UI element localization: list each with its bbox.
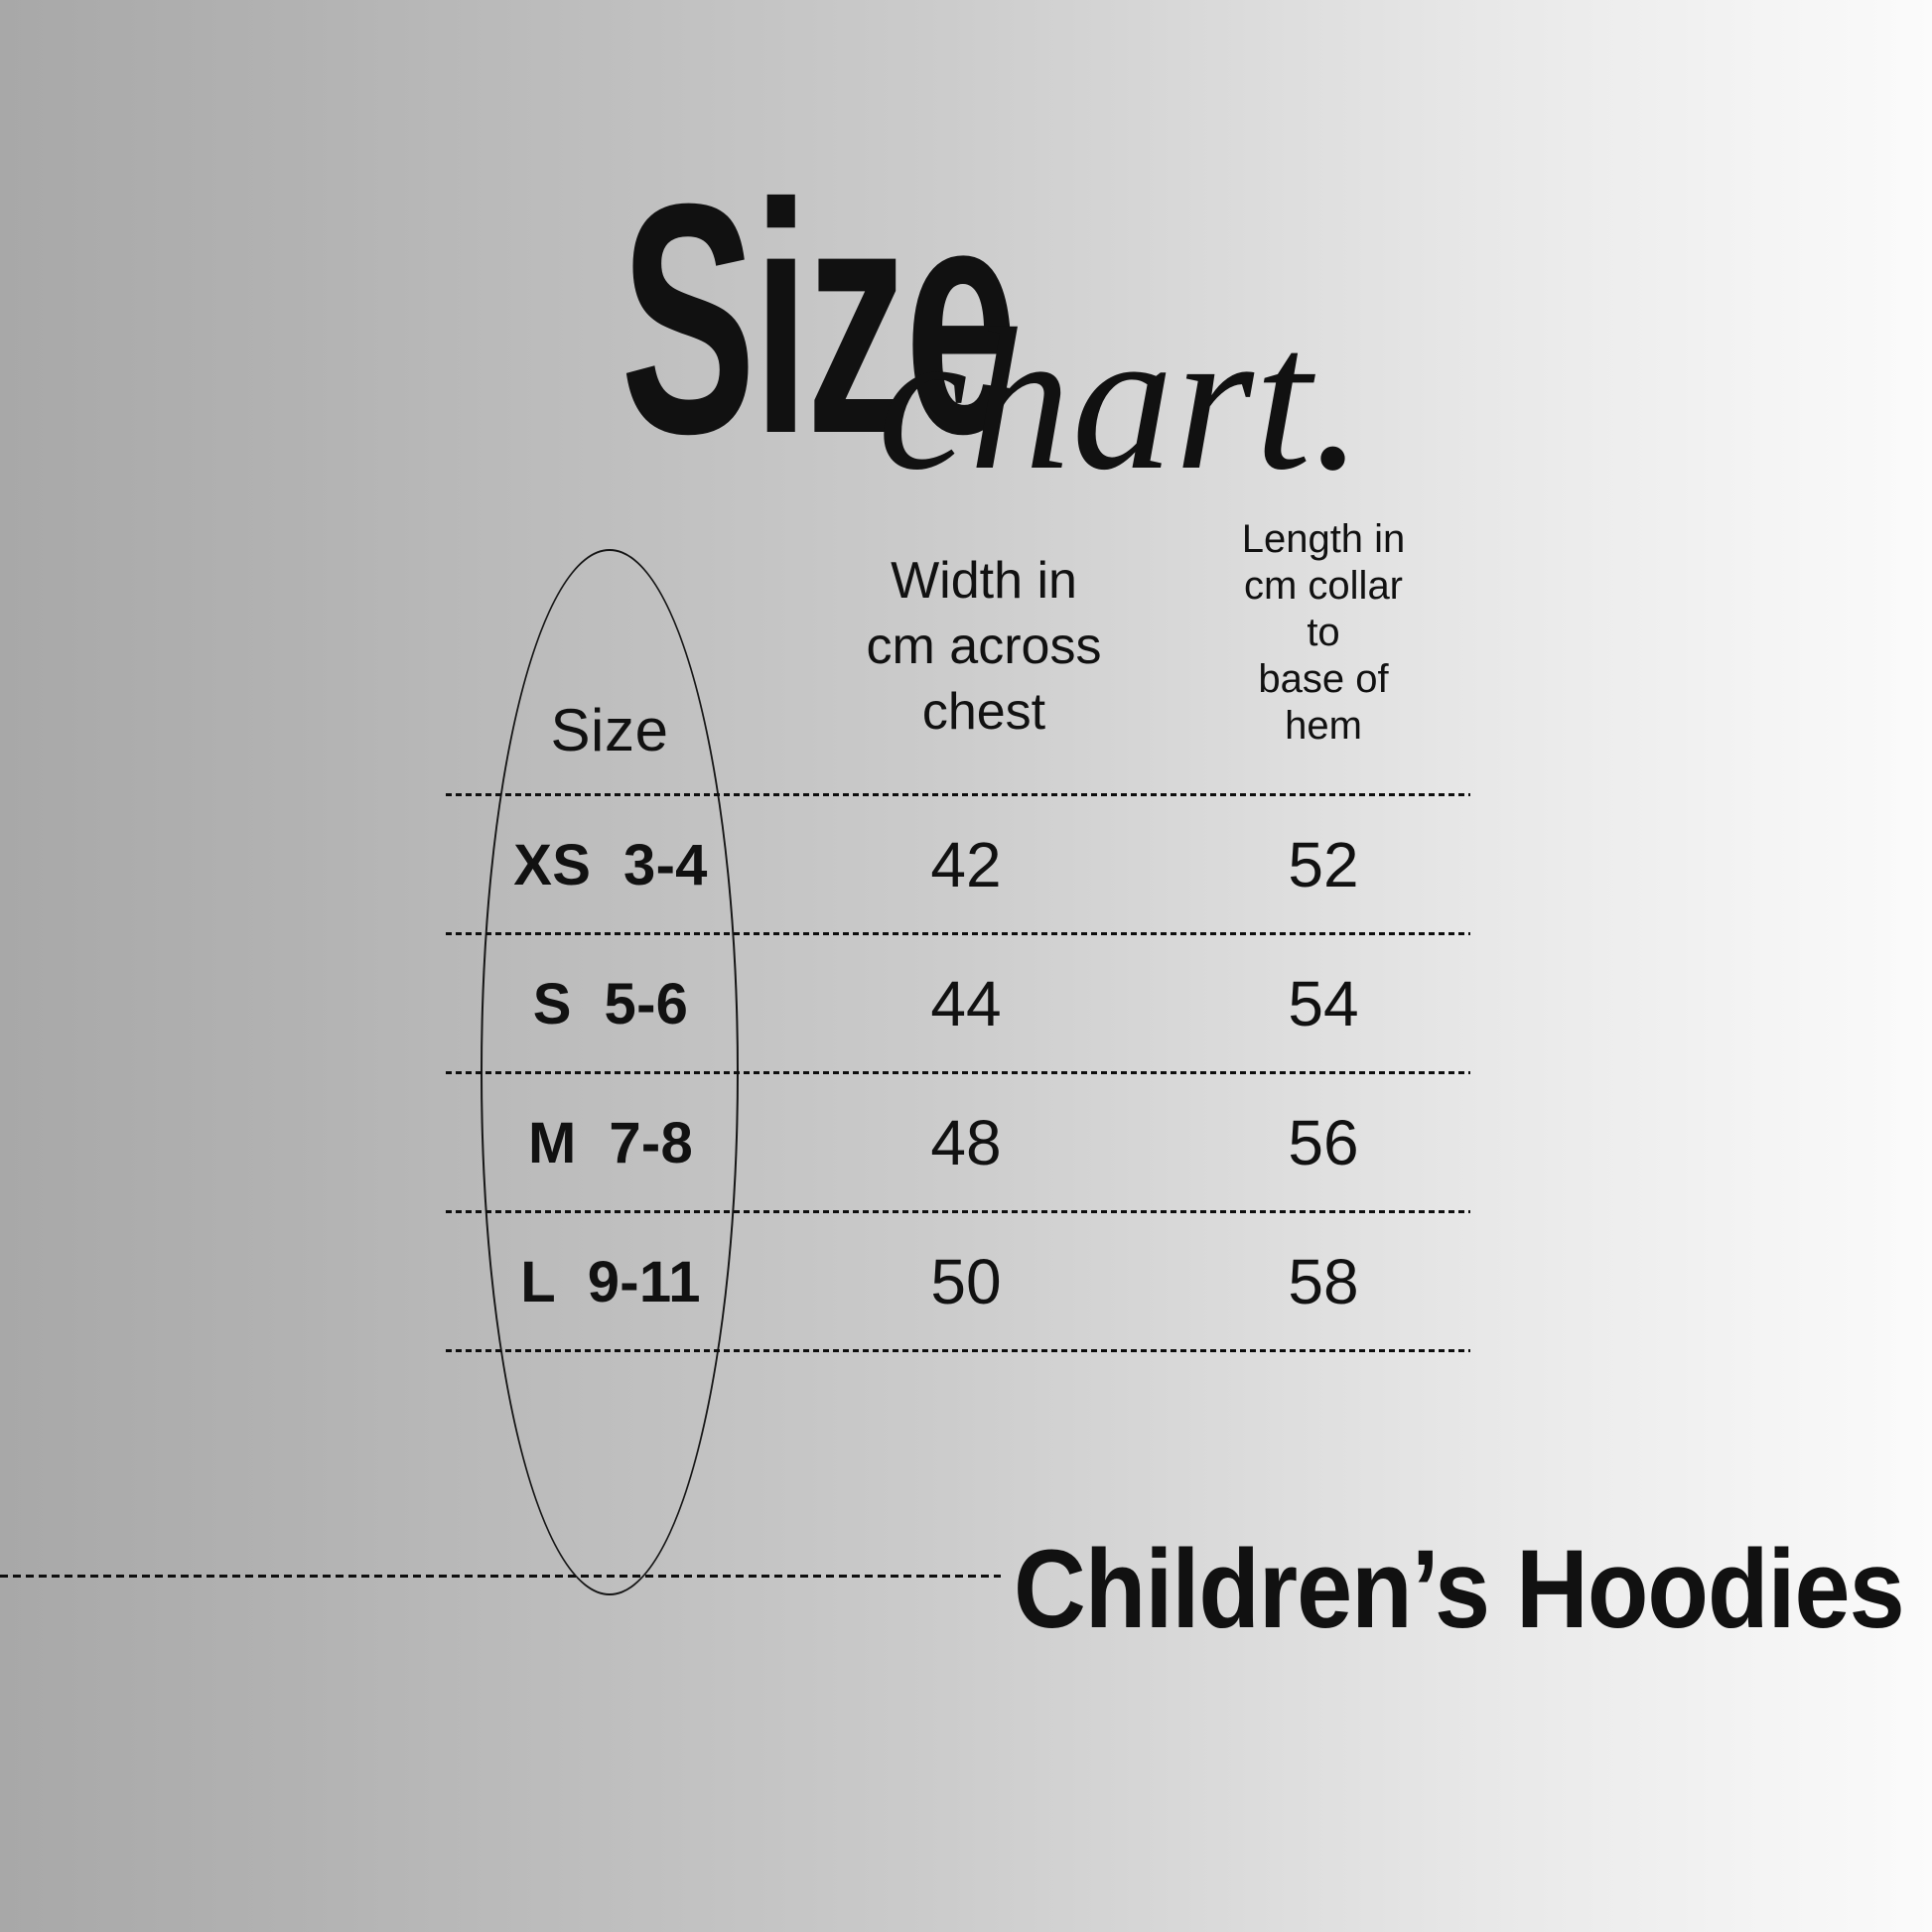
table-row: S 5-6 44 54: [446, 964, 1490, 1043]
table-row: L 9-11 50 58: [446, 1242, 1490, 1321]
size-cell: M 7-8: [527, 1110, 694, 1175]
column-header-length: Length in cm collar to base of hem: [1241, 517, 1406, 748]
table-row: XS 3-4 42 52: [446, 825, 1490, 904]
length-cell: 58: [1288, 1246, 1359, 1317]
length-cell: 56: [1288, 1107, 1359, 1178]
footer-divider: [0, 1575, 1001, 1578]
width-cell: 48: [930, 1107, 1002, 1178]
table-row: M 7-8 48 56: [446, 1103, 1490, 1182]
column-header-size: Size: [550, 697, 669, 763]
size-cell: S 5-6: [532, 971, 689, 1036]
width-cell: 42: [930, 829, 1002, 900]
size-cell: XS 3-4: [513, 832, 708, 897]
length-cell: 54: [1288, 968, 1359, 1039]
page-title-script: chart.: [878, 287, 1365, 512]
row-divider: [446, 932, 1470, 935]
product-category-label: Children’s Hoodies: [1014, 1527, 1905, 1651]
width-cell: 44: [930, 968, 1002, 1039]
row-divider: [446, 1210, 1470, 1213]
size-cell: L 9-11: [520, 1249, 701, 1314]
row-divider: [446, 1071, 1470, 1074]
page-title: Size: [621, 135, 1018, 501]
row-divider: [446, 793, 1470, 796]
column-header-width: Width in cm across chest: [866, 552, 1102, 741]
row-divider: [446, 1349, 1470, 1352]
length-cell: 52: [1288, 829, 1359, 900]
width-cell: 50: [930, 1246, 1002, 1317]
